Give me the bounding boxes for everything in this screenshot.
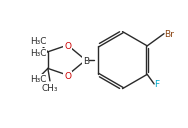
Text: O: O — [64, 42, 71, 51]
Text: CH₃: CH₃ — [42, 84, 58, 93]
Text: H₃C: H₃C — [30, 37, 47, 46]
Text: O: O — [64, 72, 71, 81]
Text: F: F — [154, 81, 159, 89]
Text: B: B — [83, 57, 89, 66]
Text: H₃C: H₃C — [30, 75, 47, 84]
Text: Br: Br — [164, 30, 174, 39]
Text: H₃C: H₃C — [30, 49, 47, 58]
